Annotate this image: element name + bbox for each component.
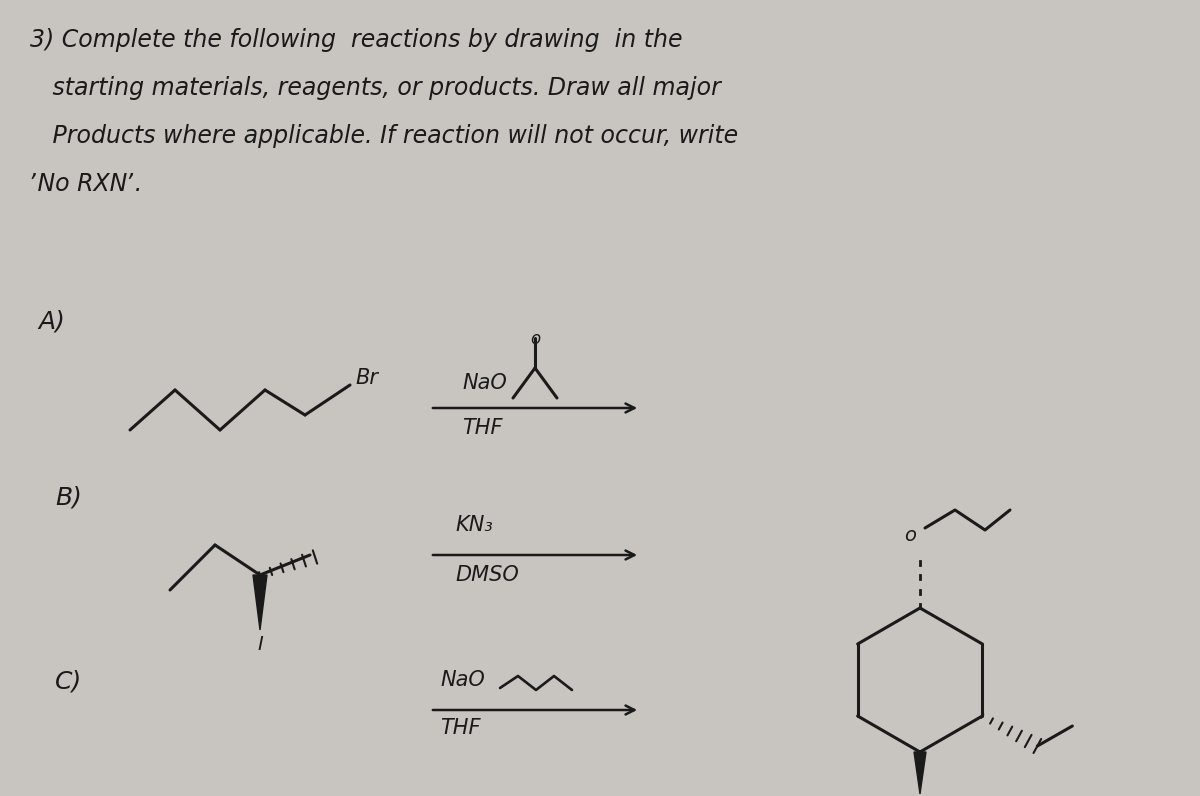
Polygon shape — [914, 752, 926, 794]
Text: THF: THF — [440, 718, 480, 738]
Text: ʼNo RXNʼ.: ʼNo RXNʼ. — [30, 172, 143, 196]
Text: I: I — [257, 635, 263, 654]
Text: THF: THF — [462, 418, 503, 438]
Text: NaO: NaO — [440, 670, 485, 690]
Text: A): A) — [38, 310, 65, 334]
Text: 3) Complete the following  reactions by drawing  in the: 3) Complete the following reactions by d… — [30, 28, 683, 52]
Text: Br: Br — [355, 368, 378, 388]
Text: C): C) — [55, 670, 83, 694]
Text: o: o — [904, 526, 916, 545]
Text: NaO: NaO — [462, 373, 506, 393]
Text: starting materials, reagents, or products. Draw all major: starting materials, reagents, or product… — [30, 76, 721, 100]
Text: o: o — [530, 330, 540, 348]
Text: Products where applicable. If reaction will not occur, write: Products where applicable. If reaction w… — [30, 124, 738, 148]
Text: DMSO: DMSO — [455, 565, 518, 585]
Text: B): B) — [55, 485, 82, 509]
Polygon shape — [253, 575, 266, 630]
Text: KN₃: KN₃ — [455, 515, 493, 535]
